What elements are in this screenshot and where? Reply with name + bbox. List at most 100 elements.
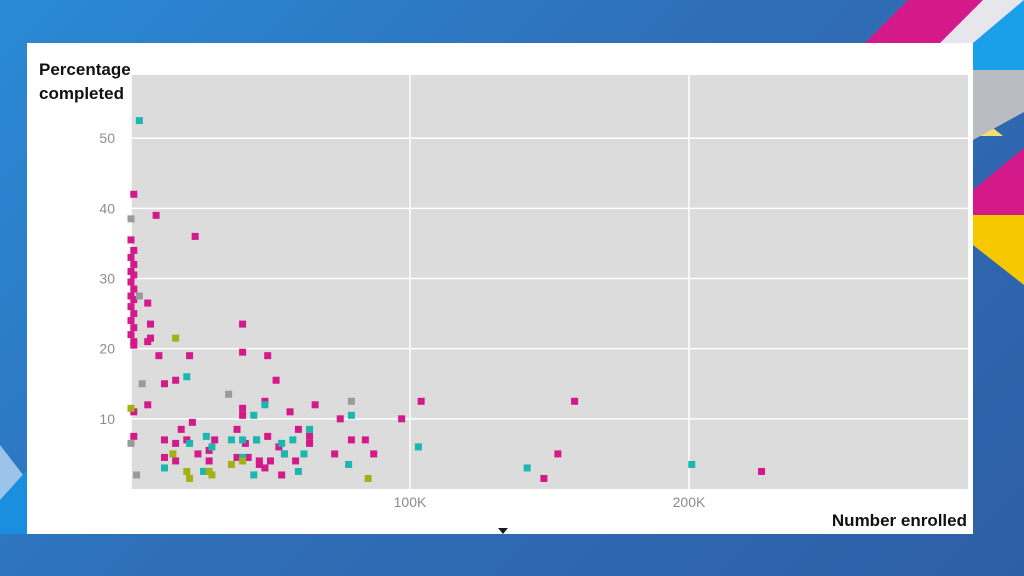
data-point <box>347 436 355 444</box>
data-point <box>540 474 548 482</box>
data-point <box>205 457 213 465</box>
data-point <box>135 117 143 125</box>
data-point <box>127 267 135 275</box>
caret-down-icon <box>498 528 508 534</box>
data-point <box>347 397 355 405</box>
data-point <box>130 310 138 318</box>
y-tick-label: 10 <box>99 411 115 427</box>
data-point <box>186 474 194 482</box>
data-point <box>188 418 196 426</box>
data-point <box>160 464 168 472</box>
data-point <box>186 352 194 360</box>
data-point <box>370 450 378 458</box>
data-point <box>205 467 213 475</box>
data-point <box>172 439 180 447</box>
data-point <box>571 397 579 405</box>
y-axis-title-line2: completed <box>39 84 124 103</box>
data-point <box>130 408 138 416</box>
data-point <box>233 425 241 433</box>
data-point <box>241 439 249 447</box>
y-axis-title-line1: Percentage <box>39 60 131 79</box>
data-point <box>205 446 213 454</box>
data-point <box>253 436 261 444</box>
light-stripe-top <box>940 0 1024 43</box>
data-point <box>186 439 194 447</box>
data-point <box>267 457 274 465</box>
data-point <box>264 432 272 440</box>
data-point <box>177 425 185 433</box>
data-point <box>311 401 319 409</box>
data-point <box>127 317 135 325</box>
data-point <box>130 432 138 440</box>
plot-area <box>131 75 968 489</box>
data-point <box>227 460 235 468</box>
data-point <box>239 457 247 465</box>
blue-triangle-left <box>0 470 27 534</box>
data-point <box>523 464 531 472</box>
data-point <box>160 436 168 444</box>
data-point <box>361 436 369 444</box>
data-point <box>554 450 562 458</box>
magenta-chevron-right <box>973 148 1024 215</box>
data-point <box>130 271 138 279</box>
data-point <box>225 390 233 398</box>
x-axis-title: Number enrolled <box>832 511 967 530</box>
data-point <box>414 443 422 451</box>
data-point <box>239 453 247 461</box>
data-point <box>183 373 191 381</box>
scatter-chart: 10 20 30 40 50 100K 200K Percentage completed… <box>39 60 968 530</box>
data-point <box>144 299 152 307</box>
data-point <box>127 278 135 286</box>
data-point <box>294 467 302 475</box>
blue-stripe-right <box>973 0 1024 70</box>
x-tick-label: 100K <box>394 494 427 510</box>
data-point <box>172 334 180 342</box>
data-point <box>127 215 135 223</box>
data-point <box>336 415 344 423</box>
data-point <box>306 439 314 447</box>
data-point <box>239 411 247 419</box>
data-point <box>130 190 138 198</box>
data-point <box>278 439 286 447</box>
y-tick-label: 30 <box>99 270 115 286</box>
y-tick-label: 50 <box>99 130 115 146</box>
data-point <box>172 376 180 384</box>
data-point <box>688 460 696 468</box>
data-point <box>160 380 168 388</box>
y-tick-label: 20 <box>99 341 115 357</box>
data-point <box>364 474 372 482</box>
data-point <box>183 436 191 444</box>
data-point <box>147 320 155 328</box>
data-point <box>127 303 135 311</box>
data-point <box>398 415 406 423</box>
data-point <box>127 292 135 300</box>
data-point <box>347 411 355 419</box>
data-point <box>306 432 314 440</box>
data-point <box>160 453 168 461</box>
data-points <box>127 117 766 482</box>
data-point <box>244 453 252 461</box>
data-point <box>130 296 138 304</box>
data-point <box>211 436 219 444</box>
data-point <box>152 211 160 219</box>
data-point <box>194 450 202 458</box>
data-point <box>127 404 135 412</box>
data-point <box>345 460 353 468</box>
data-point <box>261 401 269 409</box>
data-point <box>135 292 143 300</box>
data-point <box>239 320 247 328</box>
data-point <box>280 450 288 458</box>
data-point <box>286 408 294 416</box>
data-point <box>144 338 152 346</box>
data-point <box>292 457 300 465</box>
data-point <box>133 471 141 479</box>
data-point <box>331 450 339 458</box>
data-point <box>758 467 766 475</box>
data-point <box>264 352 272 360</box>
data-point <box>250 411 258 419</box>
gridlines <box>130 75 968 489</box>
data-point <box>233 453 241 461</box>
data-point <box>208 443 216 451</box>
data-point <box>239 348 247 356</box>
